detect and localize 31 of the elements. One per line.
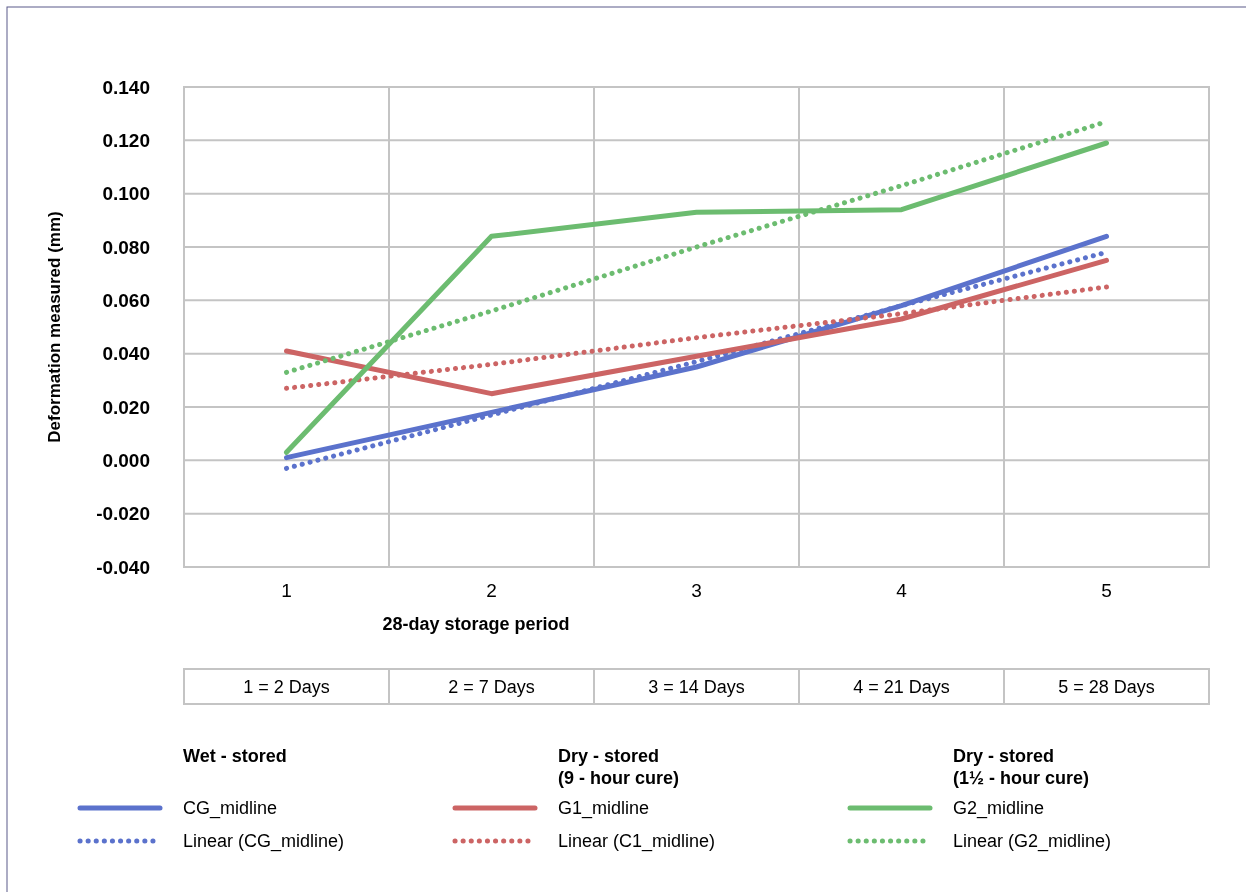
text: Wet - stored xyxy=(183,746,287,766)
y-tick-label: -0.020 xyxy=(96,503,150,525)
text: Dry - stored (1½ - hour cure) xyxy=(953,746,1090,788)
x-tick-label: 1 xyxy=(281,580,292,601)
legend-label: Linear (C1_midline) xyxy=(558,831,716,853)
x-tick-label: 5 xyxy=(1101,580,1112,601)
legend-label: Linear (CG_midline) xyxy=(183,831,345,853)
x-axis-title: 28-day storage period xyxy=(382,614,570,634)
y-tick-label: 0.080 xyxy=(102,236,150,258)
x-tick-label: 3 xyxy=(691,580,702,601)
y-tick-label: 0.000 xyxy=(102,449,150,471)
text: 3 = 14 Days xyxy=(648,677,745,697)
y-tick-label: 0.100 xyxy=(102,183,150,205)
legend-label: G1_midline xyxy=(558,798,650,820)
text: 2 = 7 Days xyxy=(448,677,535,697)
legend-label: CG_midline xyxy=(183,798,278,820)
x-tick-label: 4 xyxy=(896,580,908,601)
y-tick-label: 0.060 xyxy=(102,289,150,311)
text: 4 = 21 Days xyxy=(853,677,950,697)
y-tick-label: -0.040 xyxy=(96,556,150,578)
text: 1 = 2 Days xyxy=(243,677,330,697)
y-tick-label: 0.020 xyxy=(102,396,150,418)
x-tick-label: 2 xyxy=(486,580,497,601)
text: Dry - stored (9 - hour cure) xyxy=(558,746,680,788)
legend-label: G2_midline xyxy=(953,798,1045,820)
y-axis-title: Deformation measured (mm) xyxy=(45,211,64,443)
y-tick-label: 0.120 xyxy=(102,129,150,151)
text: 5 = 28 Days xyxy=(1058,677,1155,697)
y-tick-label: 0.040 xyxy=(102,343,150,365)
legend-label: Linear (G2_midline) xyxy=(953,831,1112,853)
y-tick-label: 0.140 xyxy=(102,76,150,98)
